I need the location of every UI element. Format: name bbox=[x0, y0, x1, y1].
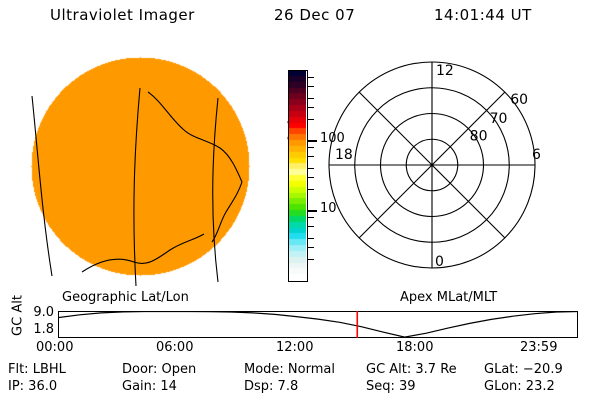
colorbar-minor-tick bbox=[308, 167, 314, 170]
auroral-disk-image bbox=[22, 44, 268, 294]
colorbar-frame bbox=[288, 70, 308, 282]
status-row: IP: 36.0 Gain: 14 Dsp: 7.8 Seq: 39 GLon:… bbox=[0, 379, 600, 396]
instrument-title: Ultraviolet Imager bbox=[50, 6, 195, 24]
colorbar-minor-tick bbox=[308, 155, 314, 157]
colorbar-gradient bbox=[288, 70, 306, 280]
colorbar-minor-tick bbox=[308, 188, 314, 191]
colorbar-minor-tick bbox=[308, 106, 314, 108]
status-door: Door: Open bbox=[122, 362, 197, 377]
colorbar-minor-tick bbox=[308, 237, 314, 240]
colorbar-minor-tick bbox=[308, 258, 314, 261]
time-tick-label: 12:00 bbox=[276, 340, 314, 355]
colorbar-minor-tick bbox=[308, 176, 314, 178]
colorbar-minor-tick bbox=[308, 246, 314, 248]
header-bar: Ultraviolet Imager 26 Dec 07 14:01:44 UT bbox=[0, 6, 600, 28]
colorbar-minor-tick bbox=[308, 146, 314, 149]
colorbar-minor-tick bbox=[308, 76, 314, 79]
meridian-line bbox=[133, 87, 141, 287]
status-seq: Seq: 39 bbox=[366, 379, 416, 394]
time-tick-label: 06:00 bbox=[156, 340, 194, 355]
meridian-line bbox=[212, 97, 219, 283]
mlt-dial-panel: 12 18 6 0 60 70 80 bbox=[320, 40, 600, 296]
altitude-tick-high: 9.0 bbox=[33, 305, 54, 320]
status-dsp: Dsp: 7.8 bbox=[244, 379, 299, 394]
time-tick-label: 18:00 bbox=[396, 340, 434, 355]
status-glon: GLon: 23.2 bbox=[484, 379, 555, 394]
colorbar-minor-tick bbox=[308, 97, 314, 100]
disk-geographic-overlay bbox=[31, 87, 243, 287]
status-mode: Mode: Normal bbox=[244, 362, 335, 377]
status-ip: IP: 36.0 bbox=[8, 379, 58, 394]
status-gain: Gain: 14 bbox=[122, 379, 177, 394]
colorbar-major-tick bbox=[308, 140, 317, 142]
coastline bbox=[81, 233, 205, 273]
colorbar-major-tick bbox=[308, 210, 317, 212]
time-tick-label: 23:59 bbox=[520, 340, 558, 355]
status-flt: Flt: LBHL bbox=[8, 362, 66, 377]
coastline bbox=[211, 181, 243, 243]
altitude-tick-labels: 9.0 1.8 bbox=[18, 290, 54, 345]
orbit-trace bbox=[58, 311, 578, 338]
status-gcalt: GC Alt: 3.7 Re bbox=[366, 362, 457, 377]
colorbar-minor-tick bbox=[308, 85, 314, 87]
observation-date: 26 Dec 07 bbox=[274, 6, 356, 24]
colorbar-minor-tick bbox=[308, 225, 314, 227]
latitude-label: 80 bbox=[470, 129, 488, 145]
status-glat: GLat: −20.9 bbox=[484, 362, 563, 377]
colorbar-minor-tick bbox=[308, 118, 314, 121]
mlt-label: 18 bbox=[335, 147, 353, 163]
colorbar-minor-tick bbox=[308, 216, 314, 219]
latitude-label: 60 bbox=[510, 92, 528, 108]
mlt-label: 0 bbox=[435, 254, 444, 270]
observation-time: 14:01:44 UT bbox=[434, 6, 532, 24]
coastline bbox=[147, 91, 243, 183]
mlt-spoke bbox=[358, 91, 506, 239]
mlt-label: 6 bbox=[532, 147, 541, 163]
colorbar-tick-label: 10 bbox=[320, 201, 337, 216]
altitude-tick-low: 1.8 bbox=[33, 322, 54, 337]
status-block: Flt: LBHL Door: Open Mode: Normal GC Alt… bbox=[0, 362, 600, 400]
mlt-label: 12 bbox=[436, 63, 454, 79]
orbit-plot-frame bbox=[58, 311, 578, 338]
coordinate-label-apex: Apex MLat/MLT bbox=[400, 290, 498, 305]
latitude-label: 70 bbox=[490, 111, 508, 127]
coordinate-label-geographic: Geographic Lat/Lon bbox=[62, 290, 189, 305]
meridian-line bbox=[31, 95, 53, 277]
altitude-curve bbox=[58, 311, 578, 338]
time-axis-ticks: 00:00 06:00 12:00 18:00 23:59 bbox=[0, 340, 600, 356]
time-tick-label: 00:00 bbox=[36, 340, 74, 355]
orbit-altitude-panel: Geographic Lat/Lon Apex MLat/MLT GC Alt … bbox=[0, 290, 600, 355]
auroral-image-panel bbox=[22, 44, 268, 294]
status-row: Flt: LBHL Door: Open Mode: Normal GC Alt… bbox=[0, 362, 600, 379]
